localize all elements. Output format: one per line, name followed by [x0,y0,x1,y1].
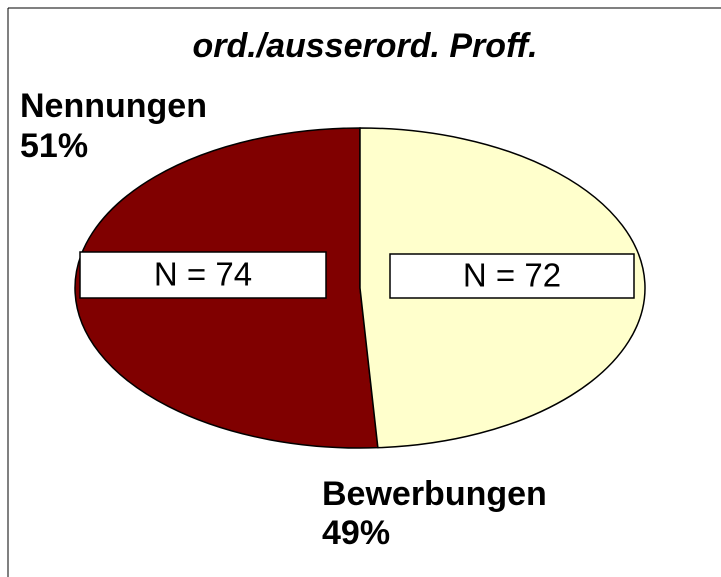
slice-label: Bewerbungen [322,475,547,513]
slice-percent: 49% [322,514,390,552]
chart-title: ord./ausserord. Proff. [192,27,537,65]
slice-label: Nennungen [20,87,207,125]
annotation: N = 74 [154,256,252,293]
annotation: N = 72 [463,257,561,294]
annotation-box [79,251,327,299]
slice-percent: 51% [20,127,88,165]
annotation-box [389,253,635,299]
